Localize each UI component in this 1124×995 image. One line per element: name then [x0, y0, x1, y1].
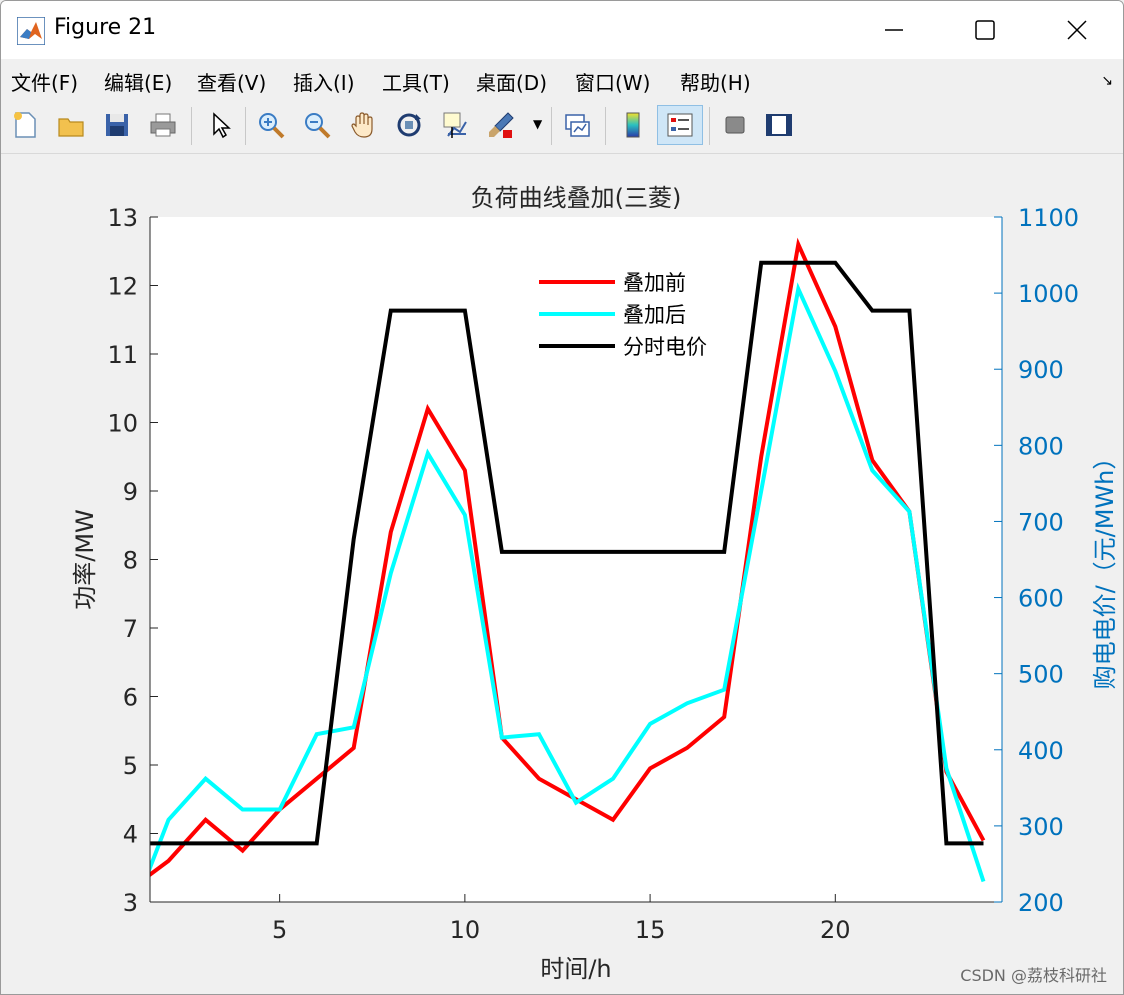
series-line-1[interactable] [132, 237, 986, 888]
menu-expand-icon[interactable]: ↘ [1101, 73, 1113, 89]
data-cursor-icon [443, 112, 467, 138]
toolbar-separator [551, 107, 552, 145]
maximize-icon [975, 20, 995, 40]
y-tick-label-right: 900 [1018, 356, 1064, 384]
legend-icon [667, 113, 693, 137]
show-plot-tools-icon [766, 114, 792, 136]
y-tick-label-right: 300 [1018, 813, 1064, 841]
menu-insert[interactable]: 插入(I) [293, 71, 355, 95]
matlab-logo-icon [17, 17, 45, 45]
menu-window[interactable]: 窗口(W) [575, 71, 651, 95]
window-title: Figure 21 [54, 15, 157, 40]
brush-dropdown-icon[interactable]: ▼ [533, 117, 543, 131]
figure-canvas: 5 10 15 20 3 4 5 6 7 8 9 10 11 12 13 200 300 400 500 600 700… [1, 154, 1123, 994]
pan-hand-icon [351, 112, 373, 138]
y-tick-label-right: 1100 [1018, 204, 1079, 232]
maximize-button[interactable] [939, 1, 1031, 59]
colorbar-icon [626, 112, 640, 138]
brush-button[interactable] [483, 107, 519, 143]
title-bar[interactable]: Figure 21 [1, 1, 1123, 59]
series-line-2[interactable] [132, 282, 986, 916]
y-axis-label-left: 功率/MW [71, 509, 99, 610]
print-button[interactable] [145, 107, 181, 143]
y-tick-label-left: 11 [107, 341, 138, 369]
y-tick-label-right: 500 [1018, 661, 1064, 689]
new-figure-button[interactable] [7, 107, 43, 143]
figure-toolbar: ▼ [1, 99, 1123, 154]
close-button[interactable] [1031, 1, 1123, 59]
y-tick-label-left: 13 [107, 204, 138, 232]
save-button[interactable] [99, 107, 135, 143]
y-tick-label-left: 9 [123, 478, 138, 506]
toolbar-separator [191, 107, 192, 145]
y-tick-label-right: 800 [1018, 432, 1064, 460]
minimize-button[interactable] [847, 1, 939, 59]
open-file-button[interactable] [53, 107, 89, 143]
select-arrow-button[interactable] [201, 107, 237, 143]
x-tick-label: 20 [820, 916, 851, 944]
chart-title: 负荷曲线叠加(三菱) [471, 184, 682, 212]
y-tick-label-right: 400 [1018, 737, 1064, 765]
x-tick-label: 5 [272, 916, 287, 944]
y-tick-label-right: 700 [1018, 508, 1064, 536]
minimize-icon [885, 29, 903, 31]
zoom-out-icon [305, 113, 331, 139]
rotate-3d-icon [397, 113, 421, 137]
zoom-out-button[interactable] [299, 107, 335, 143]
y-tick-label-right: 200 [1018, 889, 1064, 917]
x-tick-label: 15 [635, 916, 666, 944]
x-axis-label: 时间/h [540, 955, 611, 983]
menu-tools[interactable]: 工具(T) [382, 71, 450, 95]
y-tick-label-left: 3 [123, 889, 138, 917]
show-plot-tools-button[interactable] [761, 107, 797, 143]
y-axis-label-right: 购电电价/（元/MWh） [1091, 446, 1119, 690]
insert-colorbar-button[interactable] [615, 107, 651, 143]
y-tick-label-left: 5 [123, 752, 138, 780]
series-line-3[interactable] [132, 260, 984, 846]
menu-view[interactable]: 查看(V) [197, 71, 267, 95]
zoom-in-icon [259, 113, 285, 139]
y-tick-label-left: 6 [123, 684, 138, 712]
toolbar-separator [605, 107, 606, 145]
menu-bar: 文件(F) 编辑(E) 查看(V) 插入(I) 工具(T) 桌面(D) 窗口(W… [1, 59, 1123, 99]
link-plot-button[interactable] [559, 107, 595, 143]
hide-plot-tools-icon [725, 116, 745, 134]
legend-label-3: 分时电价 [623, 335, 707, 359]
y-tick-label-left: 10 [107, 410, 138, 438]
x-tick-label: 10 [450, 916, 481, 944]
open-folder-icon [58, 118, 84, 137]
y-tick-label-left: 12 [107, 273, 138, 301]
zoom-in-button[interactable] [253, 107, 289, 143]
legend-label-1: 叠加前 [623, 271, 686, 295]
toolbar-separator [709, 107, 710, 145]
data-cursor-button[interactable] [437, 107, 473, 143]
menu-file[interactable]: 文件(F) [11, 71, 79, 95]
new-file-icon [14, 112, 36, 138]
y-tick-label-left: 8 [123, 547, 138, 575]
printer-icon [150, 113, 176, 137]
menu-help[interactable]: 帮助(H) [680, 71, 751, 95]
chart-svg[interactable]: 5 10 15 20 3 4 5 6 7 8 9 10 11 12 13 200 300 400 500 600 700… [1, 154, 1123, 994]
insert-legend-button[interactable] [657, 105, 703, 145]
legend-label-2: 叠加后 [623, 303, 686, 327]
y-tick-label-left: 7 [123, 615, 138, 643]
y-tick-label-right: 1000 [1018, 280, 1079, 308]
link-plot-icon [565, 114, 590, 137]
y-tick-label-right: 600 [1018, 585, 1064, 613]
toolbar-separator [245, 107, 246, 145]
y-tick-label-left: 4 [123, 821, 138, 849]
rotate-3d-button[interactable] [391, 107, 427, 143]
menu-desktop[interactable]: 桌面(D) [476, 71, 548, 95]
menu-edit[interactable]: 编辑(E) [104, 71, 173, 95]
brush-icon [489, 112, 514, 138]
save-icon [106, 114, 128, 136]
cursor-arrow-icon [213, 112, 231, 139]
pan-button[interactable] [345, 107, 381, 143]
watermark: CSDN @荔枝科研社 [960, 966, 1107, 985]
hide-plot-tools-button[interactable] [717, 107, 753, 143]
close-icon [1067, 20, 1087, 40]
